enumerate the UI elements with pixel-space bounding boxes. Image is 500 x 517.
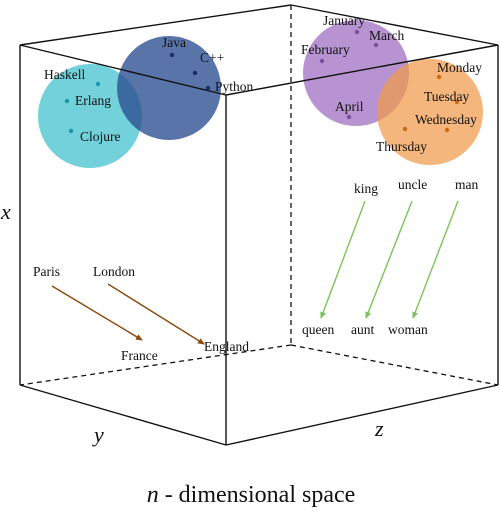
- label-cpp: C++: [200, 50, 224, 65]
- cluster-imperative-languages: [117, 36, 221, 140]
- dot-april: [346, 114, 352, 120]
- dot-february: [319, 58, 325, 64]
- edge-bottom-right: [225, 384, 499, 446]
- dot-cpp: [192, 70, 198, 76]
- dot-haskell: [95, 81, 101, 87]
- label-man: man: [455, 177, 478, 192]
- arrow-man-woman: [412, 200, 459, 319]
- dot-march: [373, 42, 379, 48]
- edge-back-left: [19, 4, 292, 46]
- label-wednesday: Wednesday: [415, 112, 477, 127]
- caption-variable: n: [147, 482, 159, 508]
- hidden-edge-left: [19, 344, 292, 386]
- arrow-king-queen: [320, 200, 366, 319]
- dot-january: [354, 29, 360, 35]
- dot-java: [169, 52, 175, 58]
- label-queen: queen: [302, 322, 334, 337]
- label-april: April: [335, 99, 364, 114]
- label-england: England: [204, 339, 249, 354]
- arrow-london-england: [107, 283, 205, 345]
- dot-python: [205, 85, 211, 91]
- cluster-functional-languages: [38, 64, 142, 168]
- label-king: king: [354, 181, 378, 196]
- dot-wednesday: [444, 127, 450, 133]
- dot-erlang: [64, 98, 70, 104]
- label-monday: Monday: [437, 60, 482, 75]
- dot-monday: [436, 74, 442, 80]
- caption-rest: - dimensional space: [159, 482, 356, 508]
- visible-edges: [19, 4, 499, 446]
- axis-labels: x y z: [0, 199, 384, 447]
- label-january: January: [323, 13, 365, 28]
- edge-bottom-left: [19, 384, 227, 446]
- axis-label-y: y: [92, 422, 104, 447]
- label-february: February: [301, 42, 350, 57]
- label-python: Python: [215, 79, 254, 94]
- label-march: March: [369, 28, 404, 43]
- dot-clojure: [68, 128, 74, 134]
- arrow-uncle-aunt: [365, 200, 413, 319]
- label-thursday: Thursday: [376, 139, 427, 154]
- gender-labels: king queen uncle aunt man woman: [302, 177, 478, 337]
- hidden-edge-right: [290, 344, 499, 386]
- label-london: London: [93, 264, 135, 279]
- caption: n - dimensional space: [147, 482, 356, 508]
- label-java: Java: [162, 35, 186, 50]
- label-clojure: Clojure: [80, 129, 121, 144]
- dot-thursday: [402, 126, 408, 132]
- label-paris: Paris: [33, 264, 60, 279]
- label-uncle: uncle: [398, 177, 427, 192]
- capital-analogies: [51, 283, 205, 345]
- edge-top-left: [19, 44, 227, 96]
- label-tuesday: Tuesday: [424, 89, 470, 104]
- arrow-paris-france: [51, 285, 143, 341]
- axis-label-x: x: [0, 199, 11, 224]
- label-woman: woman: [388, 322, 428, 337]
- gender-analogies: [320, 200, 459, 319]
- hidden-edges: [19, 5, 499, 386]
- capital-labels: Paris France London England: [33, 264, 249, 363]
- dot-tuesday: [454, 99, 460, 105]
- edge-top-right: [225, 44, 499, 96]
- clusters: [38, 20, 483, 168]
- axis-label-z: z: [374, 416, 384, 441]
- label-aunt: aunt: [351, 322, 374, 337]
- label-erlang: Erlang: [75, 93, 111, 108]
- cluster-weekdays: [377, 59, 483, 165]
- label-france: France: [121, 348, 158, 363]
- label-haskell: Haskell: [44, 67, 85, 82]
- word-dots: [64, 29, 460, 134]
- edge-back-right: [290, 4, 499, 46]
- cluster-labels: Haskell Erlang Clojure Java C++ Python J…: [44, 13, 482, 154]
